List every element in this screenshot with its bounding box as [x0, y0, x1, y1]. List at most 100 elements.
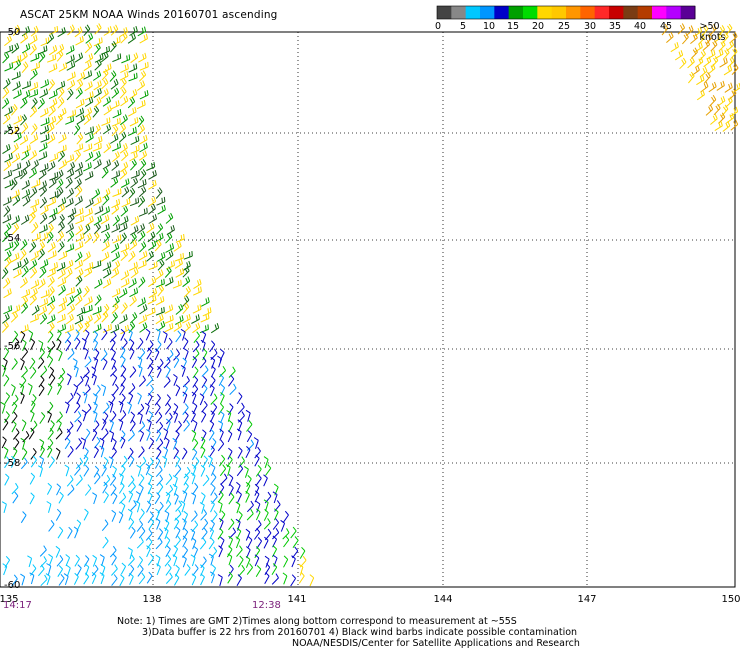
wind-barb: [210, 546, 218, 559]
wind-barb: [211, 403, 218, 415]
wind-barb: [101, 117, 111, 126]
wind-barb: [76, 375, 84, 388]
wind-barb: [661, 23, 669, 36]
wind-barb: [4, 392, 11, 405]
wind-barb: [254, 490, 260, 503]
wind-barb: [253, 437, 259, 449]
lon-label-138: 138: [142, 594, 162, 605]
wind-barb: [156, 365, 162, 378]
wind-barb: [57, 203, 65, 215]
wind-barb: [83, 508, 89, 521]
wind-barb: [47, 161, 56, 172]
wind-barb: [29, 259, 38, 271]
wind-barb: [39, 438, 45, 451]
wind-barb: [120, 270, 130, 281]
wind-barb: [110, 268, 120, 279]
wind-barb: [57, 526, 64, 539]
wind-barb: [49, 420, 55, 433]
wind-barb: [202, 455, 208, 468]
wind-barb: [11, 574, 18, 587]
wind-barb: [290, 526, 297, 539]
wind-barb: [200, 446, 206, 459]
wind-barb: [183, 466, 191, 479]
wind-barb: [92, 142, 102, 152]
scale-swatch: [637, 6, 653, 19]
wind-barb: [138, 421, 146, 433]
lat-lon-grid: [0, 32, 735, 587]
wind-barb: [138, 526, 146, 539]
wind-barb: [236, 464, 244, 477]
wind-barb: [47, 445, 53, 458]
scale-swatch: [508, 6, 524, 19]
wind-barb: [48, 63, 58, 73]
wind-barb: [183, 420, 190, 432]
wind-barb: [156, 223, 164, 235]
wind-barb: [228, 420, 234, 433]
wind-barb: [56, 262, 66, 272]
wind-barb: [228, 535, 234, 548]
wind-barb: [101, 68, 109, 81]
wind-barb: [163, 527, 169, 540]
wind-barb: [192, 304, 202, 314]
wind-barb: [73, 287, 82, 299]
wind-barb: [73, 526, 79, 539]
wind-barb: [120, 436, 126, 449]
wind-barb: [147, 491, 153, 504]
wind-barb: [137, 230, 146, 242]
wind-barb: [163, 376, 171, 388]
wind-barb: [47, 383, 53, 396]
wind-barb: [20, 511, 27, 524]
wind-barb: [1, 97, 10, 109]
wind-barb: [714, 32, 723, 43]
wind-barb: [47, 197, 57, 207]
wind-barb: [709, 24, 717, 36]
wind-barb: [202, 348, 208, 361]
wind-barb: [56, 50, 64, 62]
wind-barb: [91, 564, 99, 577]
wind-barb: [166, 224, 175, 236]
wind-barb: [271, 573, 279, 585]
wind-barb: [677, 23, 686, 35]
wind-barb: [47, 133, 56, 145]
wind-barb: [225, 464, 231, 477]
scale-swatch: [652, 6, 667, 19]
wind-barb: [93, 356, 99, 369]
wind-barb: [67, 207, 77, 218]
wind-barb: [102, 358, 108, 371]
wind-barb: [725, 96, 733, 108]
wind-barb: [13, 115, 23, 125]
wind-barb: [112, 438, 117, 451]
wind-barb: [217, 490, 224, 503]
wind-barb: [93, 43, 101, 55]
note-line-2: 3)Data buffer is 22 hrs from 20160701 4)…: [142, 627, 578, 638]
wind-barb: [93, 80, 102, 91]
wind-barb: [128, 564, 135, 577]
wind-barb: [210, 473, 217, 485]
wind-barb: [30, 279, 40, 290]
wind-barb: [84, 232, 93, 244]
wind-barb: [148, 214, 157, 224]
wind-barb: [174, 464, 182, 477]
wind-barb: [47, 54, 57, 63]
wind-barb: [110, 348, 116, 361]
wind-barb: [154, 492, 161, 505]
wind-barb: [40, 37, 50, 47]
wind-barb: [30, 366, 37, 379]
wind-barb: [112, 234, 122, 244]
wind-barb: [20, 392, 25, 404]
wind-barb: [65, 554, 71, 567]
wind-barb: [191, 391, 197, 404]
wind-barb: [139, 159, 147, 171]
wind-barb: [165, 232, 173, 244]
wind-barb: [92, 554, 98, 567]
wind-barb: [58, 214, 65, 226]
wind-barb: [191, 448, 198, 461]
wind-barb: [73, 365, 79, 378]
wind-barb: [147, 392, 153, 405]
wind-barb: [265, 464, 272, 476]
wind-barb: [121, 302, 128, 314]
wind-barb: [39, 232, 49, 242]
wind-barb: [2, 277, 11, 289]
wind-barb: [39, 185, 48, 197]
wind-barb: [246, 500, 254, 513]
